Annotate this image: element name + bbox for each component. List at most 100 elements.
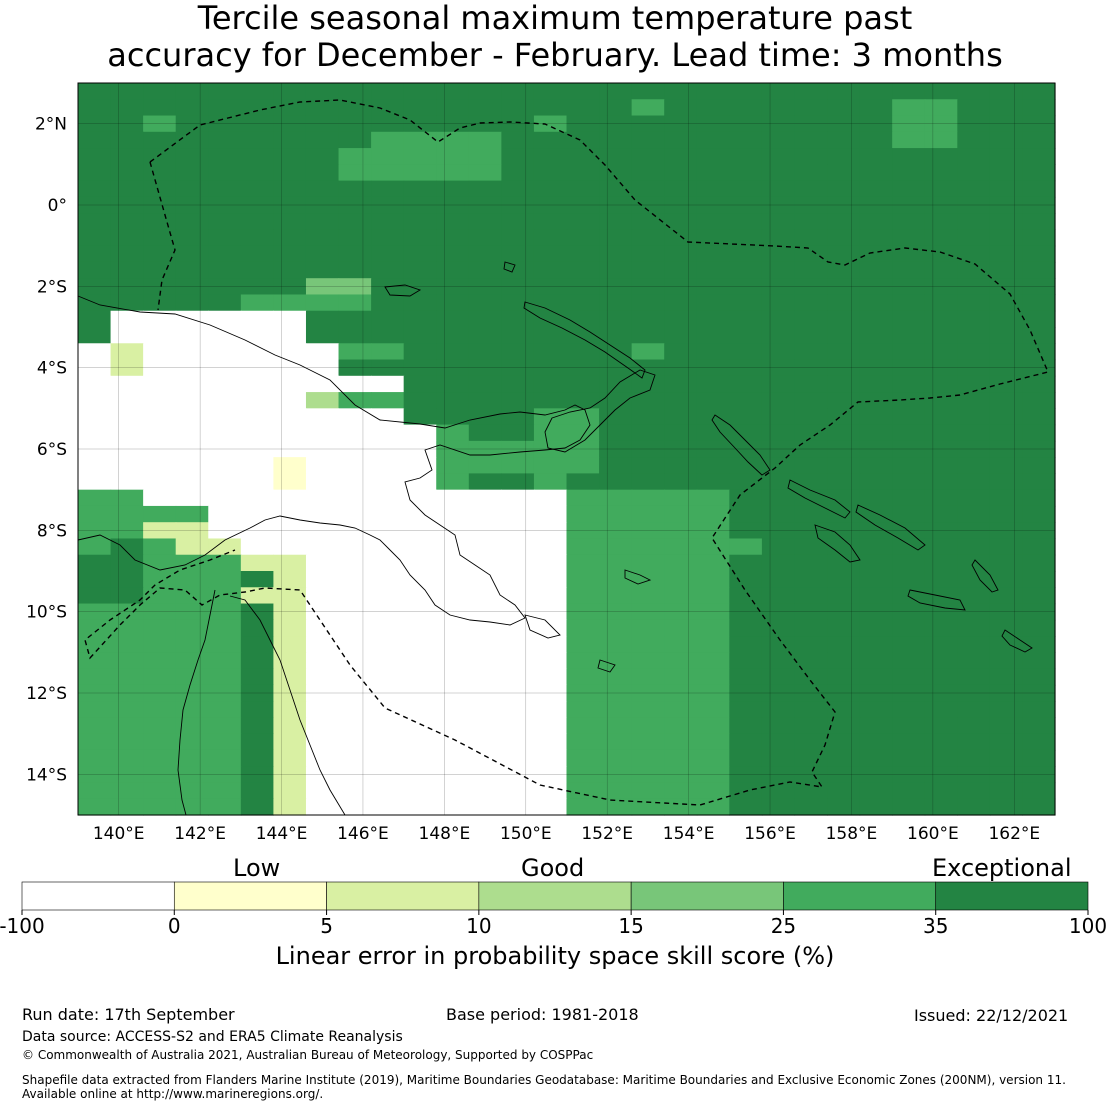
skill-cell bbox=[631, 359, 665, 377]
lat-tick-label: 12°S bbox=[26, 684, 67, 704]
skill-cell bbox=[989, 245, 1024, 263]
skill-cell bbox=[892, 554, 926, 572]
skill-cell bbox=[110, 782, 144, 800]
skill-cell bbox=[175, 343, 209, 361]
skill-cell bbox=[892, 717, 926, 735]
skill-cell bbox=[273, 668, 307, 686]
skill-cell bbox=[338, 327, 372, 344]
skill-cell bbox=[566, 245, 600, 263]
skill-cell bbox=[924, 294, 958, 312]
skill-cell bbox=[924, 733, 958, 751]
skill-cell bbox=[957, 587, 991, 605]
skill-cell bbox=[468, 278, 502, 296]
skill-cell bbox=[892, 587, 926, 605]
skill-cell bbox=[371, 440, 405, 458]
skill-cell bbox=[501, 99, 535, 117]
skill-cell bbox=[533, 229, 568, 247]
louisiade-coast bbox=[524, 569, 652, 673]
skill-cell bbox=[989, 278, 1024, 296]
skill-cell bbox=[566, 261, 600, 279]
skill-cell bbox=[240, 196, 274, 214]
skill-cell bbox=[696, 229, 730, 247]
skill-cell bbox=[208, 164, 242, 182]
skill-cell bbox=[794, 766, 828, 784]
skill-cell bbox=[371, 636, 405, 653]
skill-cell bbox=[957, 83, 991, 100]
skill-cell bbox=[631, 294, 665, 312]
skill-cell bbox=[924, 99, 958, 117]
skill-cell bbox=[78, 310, 112, 328]
skill-cell bbox=[403, 115, 437, 133]
skill-cell bbox=[403, 392, 437, 409]
skill-cell bbox=[143, 278, 177, 296]
skill-cell bbox=[468, 522, 502, 540]
skill-cell bbox=[599, 392, 633, 409]
skill-cell bbox=[338, 603, 372, 621]
skill-cell bbox=[273, 278, 307, 296]
skill-cell bbox=[729, 652, 763, 670]
skill-cell bbox=[989, 408, 1024, 426]
skill-cell bbox=[175, 505, 209, 523]
skill-cell bbox=[729, 213, 763, 230]
skill-cell bbox=[240, 473, 274, 491]
colorbar-tick-label: 100 bbox=[1069, 914, 1107, 938]
skill-cell bbox=[892, 343, 926, 361]
skill-cell bbox=[827, 99, 861, 117]
skill-cell bbox=[761, 636, 796, 653]
lon-tick-label: 162°E bbox=[988, 824, 1040, 844]
skill-cell bbox=[143, 505, 177, 523]
skill-cell bbox=[501, 261, 535, 279]
skill-cell bbox=[110, 408, 144, 426]
skill-cell bbox=[208, 229, 242, 247]
skill-cell bbox=[989, 310, 1024, 328]
skill-cell bbox=[240, 554, 274, 572]
skill-cell bbox=[371, 457, 405, 474]
skill-cell bbox=[827, 343, 861, 361]
skill-cell bbox=[175, 798, 209, 816]
skill-cell bbox=[110, 505, 144, 523]
skill-cell bbox=[305, 294, 340, 312]
skill-cell bbox=[305, 457, 340, 474]
skill-cell bbox=[110, 668, 144, 686]
skill-cell bbox=[533, 717, 568, 735]
skill-cell bbox=[924, 554, 958, 572]
skill-cell bbox=[143, 245, 177, 263]
skill-cell bbox=[566, 99, 600, 117]
skill-cell bbox=[468, 554, 502, 572]
skill-cell bbox=[208, 196, 242, 214]
skill-cell bbox=[175, 294, 209, 312]
skill-cell bbox=[240, 652, 274, 670]
title-line-1: Tercile seasonal maximum temperature pas… bbox=[197, 0, 913, 37]
skill-cell bbox=[175, 554, 209, 572]
skill-cell bbox=[208, 83, 242, 100]
skill-cell bbox=[696, 392, 730, 409]
lon-tick-label: 140°E bbox=[93, 824, 145, 844]
lat-tick-label: 6°S bbox=[37, 440, 67, 460]
data-source: Data source: ACCESS-S2 and ERA5 Climate … bbox=[22, 1029, 403, 1045]
skill-cell bbox=[403, 310, 437, 328]
skill-cell bbox=[599, 294, 633, 312]
skill-cell bbox=[989, 229, 1024, 247]
skill-cell bbox=[338, 99, 372, 117]
skill-cell bbox=[729, 489, 763, 507]
skill-cell bbox=[664, 245, 698, 263]
skill-cell bbox=[240, 668, 274, 686]
skill-cell bbox=[794, 343, 828, 361]
lat-tick-label: 4°S bbox=[37, 359, 67, 379]
skill-cell bbox=[208, 440, 242, 458]
skill-cell bbox=[533, 782, 568, 800]
lat-tick-label: 2°N bbox=[35, 115, 67, 135]
skill-cell bbox=[338, 278, 372, 296]
skill-cell bbox=[501, 766, 535, 784]
skill-grid bbox=[78, 83, 1056, 816]
skill-cell bbox=[240, 538, 274, 556]
skill-cell bbox=[533, 619, 568, 637]
skill-cell bbox=[371, 733, 405, 751]
skill-cell bbox=[761, 717, 796, 735]
skill-cell bbox=[403, 196, 437, 214]
skill-cell bbox=[436, 603, 470, 621]
skill-cell bbox=[338, 359, 372, 377]
skill-cell bbox=[892, 229, 926, 247]
skill-cell bbox=[631, 489, 665, 507]
